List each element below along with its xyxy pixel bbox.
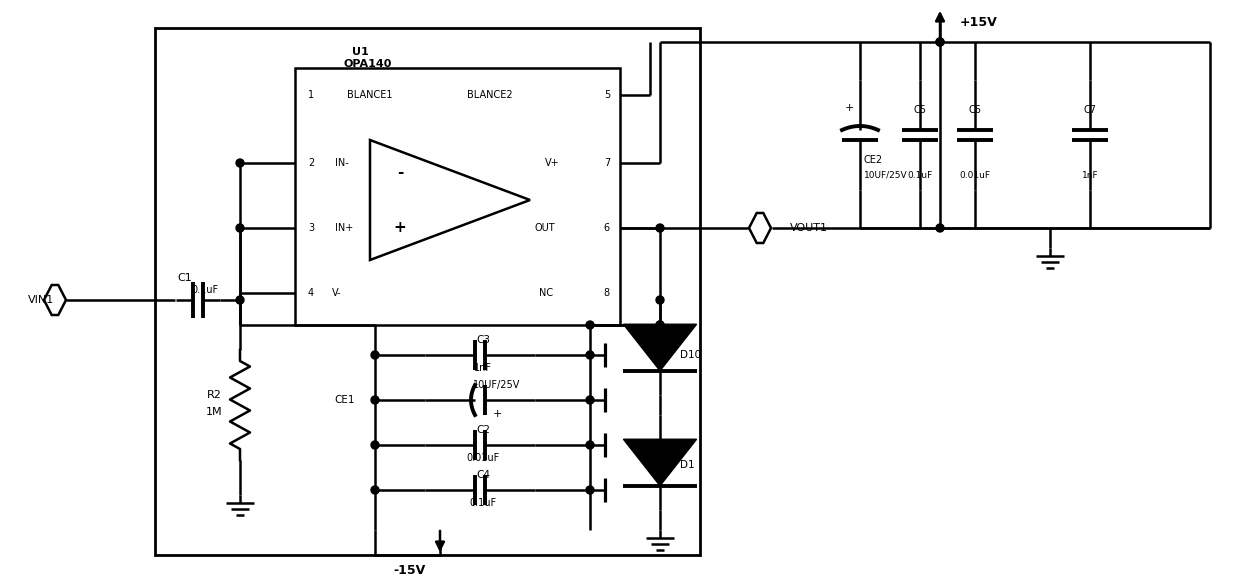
Text: -: - <box>397 165 403 179</box>
Polygon shape <box>370 140 529 260</box>
Text: 10UF/25V: 10UF/25V <box>474 380 521 390</box>
Text: +: + <box>844 103 854 113</box>
Text: VIN1: VIN1 <box>29 295 55 305</box>
Polygon shape <box>749 213 771 243</box>
Text: +15V: +15V <box>960 16 998 29</box>
Circle shape <box>587 441 594 449</box>
Text: C6: C6 <box>968 105 981 115</box>
Circle shape <box>236 296 244 304</box>
Text: OPA140: OPA140 <box>343 59 392 69</box>
Text: C3: C3 <box>476 335 490 345</box>
Text: 6: 6 <box>604 223 610 233</box>
Text: 1: 1 <box>308 90 314 100</box>
Circle shape <box>587 396 594 404</box>
Circle shape <box>936 38 944 46</box>
Text: 1nF: 1nF <box>1081 171 1099 179</box>
Text: C2: C2 <box>476 425 490 435</box>
Circle shape <box>656 321 663 329</box>
Text: 2: 2 <box>308 158 314 168</box>
Text: CE2: CE2 <box>864 155 883 165</box>
Circle shape <box>936 38 944 46</box>
Text: CE1: CE1 <box>335 395 355 405</box>
Text: +: + <box>393 221 407 236</box>
Text: C7: C7 <box>1084 105 1096 115</box>
Circle shape <box>371 396 379 404</box>
Text: 1M: 1M <box>206 407 222 417</box>
Text: IN-: IN- <box>335 158 348 168</box>
Text: C5: C5 <box>914 105 926 115</box>
Circle shape <box>587 351 594 359</box>
Text: BLANCE2: BLANCE2 <box>467 90 513 100</box>
Text: 10UF/25V: 10UF/25V <box>864 171 908 179</box>
Circle shape <box>371 351 379 359</box>
Circle shape <box>236 224 244 232</box>
Text: D10: D10 <box>680 350 701 360</box>
Text: 0.1uF: 0.1uF <box>191 285 218 295</box>
Text: C1: C1 <box>177 273 192 283</box>
Text: R2: R2 <box>207 390 222 400</box>
Text: V-: V- <box>332 288 341 298</box>
Text: 1nF: 1nF <box>474 363 492 373</box>
Polygon shape <box>624 439 697 486</box>
Text: U1: U1 <box>352 47 368 57</box>
Text: +: + <box>492 409 502 419</box>
Circle shape <box>656 321 663 329</box>
Bar <box>155 28 701 555</box>
Text: 7: 7 <box>604 158 610 168</box>
Text: 3: 3 <box>308 223 314 233</box>
Text: 8: 8 <box>604 288 610 298</box>
Bar <box>295 68 620 325</box>
Text: D1: D1 <box>680 460 694 470</box>
Circle shape <box>371 486 379 494</box>
Text: V+: V+ <box>546 158 560 168</box>
Circle shape <box>371 441 379 449</box>
Text: 0.01uF: 0.01uF <box>466 453 500 463</box>
Text: OUT: OUT <box>534 223 556 233</box>
Text: -15V: -15V <box>394 563 427 577</box>
Text: BLANCE1: BLANCE1 <box>347 90 393 100</box>
Text: IN+: IN+ <box>335 223 353 233</box>
Text: 4: 4 <box>308 288 314 298</box>
Circle shape <box>587 321 594 329</box>
Text: VOUT1: VOUT1 <box>790 223 828 233</box>
Circle shape <box>587 486 594 494</box>
Polygon shape <box>624 324 697 371</box>
Circle shape <box>236 159 244 167</box>
Text: 0.1uF: 0.1uF <box>908 171 932 179</box>
Circle shape <box>656 224 663 232</box>
Text: NC: NC <box>539 288 553 298</box>
Text: 5: 5 <box>604 90 610 100</box>
Circle shape <box>936 224 944 232</box>
Polygon shape <box>43 285 66 315</box>
Text: 0.01uF: 0.01uF <box>960 171 991 179</box>
Circle shape <box>656 296 663 304</box>
Text: C4: C4 <box>476 470 490 480</box>
Text: 0.1uF: 0.1uF <box>470 498 496 508</box>
